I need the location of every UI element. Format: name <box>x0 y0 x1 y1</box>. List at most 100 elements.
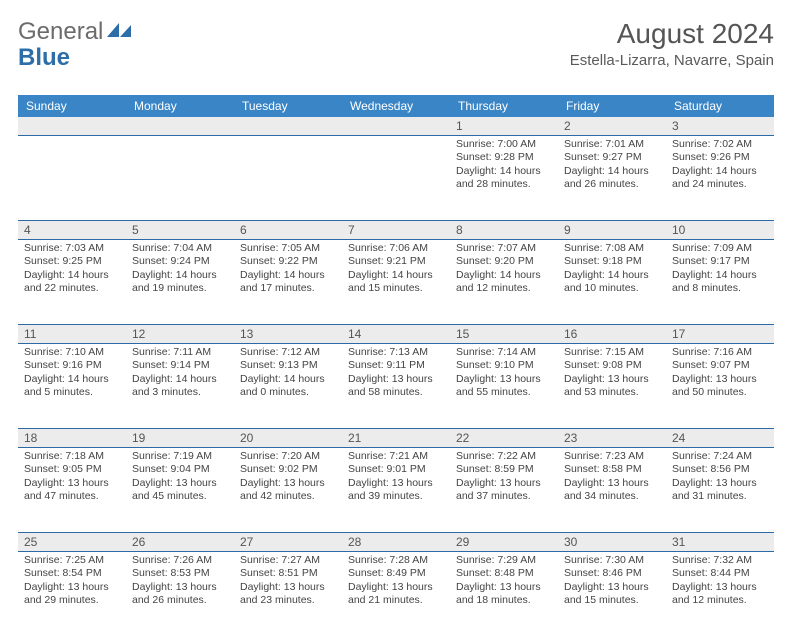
week-row: Sunrise: 7:03 AMSunset: 9:25 PMDaylight:… <box>18 240 774 325</box>
sunrise-label: Sunrise: 7:26 AM <box>132 554 228 567</box>
daylight-label: Daylight: 13 hours <box>240 581 336 594</box>
day-cell: Sunrise: 7:15 AMSunset: 9:08 PMDaylight:… <box>558 344 666 428</box>
daylight-label: and 8 minutes. <box>672 282 768 295</box>
sunrise-label: Sunrise: 7:21 AM <box>348 450 444 463</box>
day-cell: Sunrise: 7:32 AMSunset: 8:44 PMDaylight:… <box>666 552 774 636</box>
daylight-label: and 12 minutes. <box>672 594 768 607</box>
daylight-label: Daylight: 14 hours <box>672 269 768 282</box>
sunrise-label: Sunrise: 7:05 AM <box>240 242 336 255</box>
weeks-container: 123Sunrise: 7:00 AMSunset: 9:28 PMDaylig… <box>18 117 774 636</box>
sunrise-label: Sunrise: 7:06 AM <box>348 242 444 255</box>
day-number: 25 <box>18 533 126 551</box>
sunset-label: Sunset: 8:48 PM <box>456 567 552 580</box>
daylight-label: Daylight: 13 hours <box>564 581 660 594</box>
daylight-label: Daylight: 13 hours <box>132 581 228 594</box>
day-number: 4 <box>18 221 126 239</box>
day-number: 31 <box>666 533 774 551</box>
day-number: 28 <box>342 533 450 551</box>
daylight-label: Daylight: 13 hours <box>348 581 444 594</box>
day-cell: Sunrise: 7:27 AMSunset: 8:51 PMDaylight:… <box>234 552 342 636</box>
sunrise-label: Sunrise: 7:14 AM <box>456 346 552 359</box>
sunset-label: Sunset: 8:44 PM <box>672 567 768 580</box>
daylight-label: Daylight: 14 hours <box>456 165 552 178</box>
day-number: 10 <box>666 221 774 239</box>
sunrise-label: Sunrise: 7:27 AM <box>240 554 336 567</box>
sunrise-label: Sunrise: 7:09 AM <box>672 242 768 255</box>
sunset-label: Sunset: 9:20 PM <box>456 255 552 268</box>
sunrise-label: Sunrise: 7:10 AM <box>24 346 120 359</box>
day-cell: Sunrise: 7:23 AMSunset: 8:58 PMDaylight:… <box>558 448 666 532</box>
calendar-page: General August 2024 Estella-Lizarra, Nav… <box>0 0 792 636</box>
daylight-label: Daylight: 14 hours <box>240 269 336 282</box>
sunset-label: Sunset: 9:07 PM <box>672 359 768 372</box>
daylight-label: Daylight: 13 hours <box>456 581 552 594</box>
page-header: General August 2024 Estella-Lizarra, Nav… <box>18 18 774 69</box>
daylight-label: Daylight: 13 hours <box>348 373 444 386</box>
sunrise-label: Sunrise: 7:07 AM <box>456 242 552 255</box>
sunset-label: Sunset: 9:11 PM <box>348 359 444 372</box>
daylight-label: and 24 minutes. <box>672 178 768 191</box>
daylight-label: and 10 minutes. <box>564 282 660 295</box>
week-row: Sunrise: 7:10 AMSunset: 9:16 PMDaylight:… <box>18 344 774 429</box>
week-row: Sunrise: 7:25 AMSunset: 8:54 PMDaylight:… <box>18 552 774 636</box>
location-label: Estella-Lizarra, Navarre, Spain <box>570 52 774 69</box>
day-cell: Sunrise: 7:19 AMSunset: 9:04 PMDaylight:… <box>126 448 234 532</box>
daylight-label: and 37 minutes. <box>456 490 552 503</box>
daylight-label: Daylight: 13 hours <box>564 373 660 386</box>
sunset-label: Sunset: 9:18 PM <box>564 255 660 268</box>
daylight-label: Daylight: 14 hours <box>24 269 120 282</box>
day-number: 22 <box>450 429 558 447</box>
day-number: 8 <box>450 221 558 239</box>
day-number <box>234 117 342 135</box>
daylight-label: Daylight: 13 hours <box>348 477 444 490</box>
sunrise-label: Sunrise: 7:20 AM <box>240 450 336 463</box>
daylight-label: Daylight: 13 hours <box>240 477 336 490</box>
daylight-label: Daylight: 14 hours <box>672 165 768 178</box>
sunrise-label: Sunrise: 7:04 AM <box>132 242 228 255</box>
day-number: 14 <box>342 325 450 343</box>
month-title: August 2024 <box>570 18 774 50</box>
day-number: 12 <box>126 325 234 343</box>
sunset-label: Sunset: 9:26 PM <box>672 151 768 164</box>
sunrise-label: Sunrise: 7:00 AM <box>456 138 552 151</box>
sunset-label: Sunset: 9:17 PM <box>672 255 768 268</box>
day-number: 2 <box>558 117 666 135</box>
daylight-label: and 26 minutes. <box>132 594 228 607</box>
daylight-label: and 58 minutes. <box>348 386 444 399</box>
logo-sail-icon <box>103 18 133 46</box>
sunrise-label: Sunrise: 7:22 AM <box>456 450 552 463</box>
daylight-label: and 15 minutes. <box>564 594 660 607</box>
day-number-row: 18192021222324 <box>18 429 774 448</box>
sunset-label: Sunset: 8:46 PM <box>564 567 660 580</box>
sunrise-label: Sunrise: 7:16 AM <box>672 346 768 359</box>
daylight-label: and 19 minutes. <box>132 282 228 295</box>
day-cell: Sunrise: 7:21 AMSunset: 9:01 PMDaylight:… <box>342 448 450 532</box>
day-number: 5 <box>126 221 234 239</box>
daylight-label: and 15 minutes. <box>348 282 444 295</box>
daylight-label: and 39 minutes. <box>348 490 444 503</box>
day-number-row: 25262728293031 <box>18 533 774 552</box>
daylight-label: and 50 minutes. <box>672 386 768 399</box>
day-cell: Sunrise: 7:20 AMSunset: 9:02 PMDaylight:… <box>234 448 342 532</box>
sunset-label: Sunset: 9:24 PM <box>132 255 228 268</box>
day-header: Saturday <box>666 95 774 117</box>
sunset-label: Sunset: 9:08 PM <box>564 359 660 372</box>
day-number-row: 45678910 <box>18 221 774 240</box>
daylight-label: Daylight: 13 hours <box>564 477 660 490</box>
sunrise-label: Sunrise: 7:08 AM <box>564 242 660 255</box>
daylight-label: and 3 minutes. <box>132 386 228 399</box>
sunset-label: Sunset: 8:59 PM <box>456 463 552 476</box>
day-cell: Sunrise: 7:06 AMSunset: 9:21 PMDaylight:… <box>342 240 450 324</box>
daylight-label: Daylight: 13 hours <box>24 581 120 594</box>
daylight-label: and 26 minutes. <box>564 178 660 191</box>
daylight-label: Daylight: 14 hours <box>132 373 228 386</box>
day-cell: Sunrise: 7:03 AMSunset: 9:25 PMDaylight:… <box>18 240 126 324</box>
day-number: 17 <box>666 325 774 343</box>
sunset-label: Sunset: 9:01 PM <box>348 463 444 476</box>
day-number: 16 <box>558 325 666 343</box>
daylight-label: Daylight: 14 hours <box>132 269 228 282</box>
sunset-label: Sunset: 9:04 PM <box>132 463 228 476</box>
daylight-label: and 28 minutes. <box>456 178 552 191</box>
day-cell: Sunrise: 7:08 AMSunset: 9:18 PMDaylight:… <box>558 240 666 324</box>
day-number: 19 <box>126 429 234 447</box>
